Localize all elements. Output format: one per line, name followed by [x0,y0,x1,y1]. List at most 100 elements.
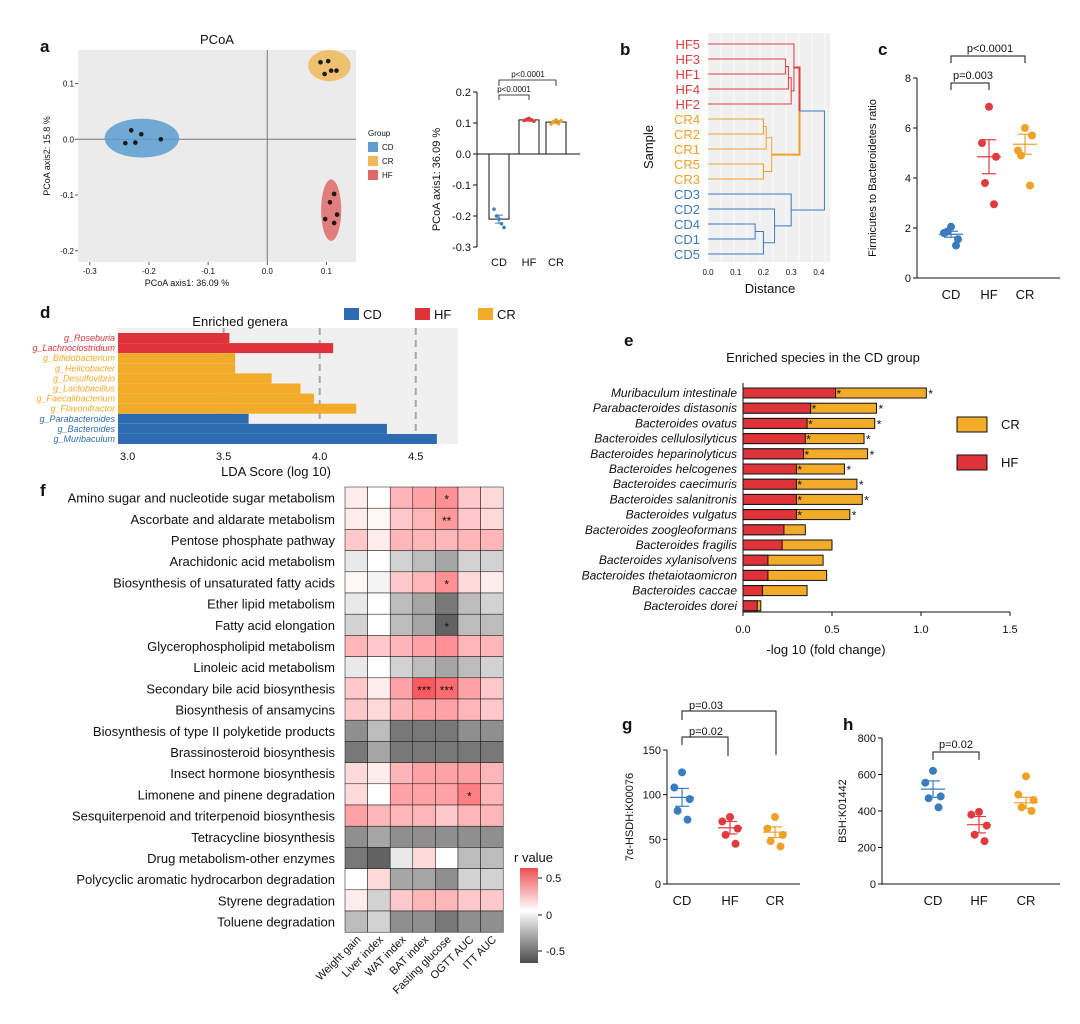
heatmap-cell [435,783,459,806]
heatmap-cell [344,550,368,573]
heatmap-row-label: Toluene degradation [217,915,335,930]
bar-a-x-tick-label: CD [491,257,507,269]
bsh-point-hf [980,837,989,846]
heatmap-cell [457,592,481,615]
ratio-y-tick-label: 6 [905,123,911,135]
heatmap-cell [367,868,391,891]
bar-a-pvalue: p<0.0001 [511,70,545,79]
heatmap-cell [480,656,504,679]
hsdh-y-axis-label: 7α-HSDH:K00076 [624,773,636,861]
lda-x-axis-label: LDA Score (log 10) [221,464,331,479]
species-bar-hf [742,402,812,414]
heatmap-cell [367,550,391,573]
heatmap-legend-tick-label: 0.5 [546,873,561,885]
heatmap-cell [457,698,481,721]
pcoa-point-hf [331,191,337,197]
heatmap-cell [480,783,504,806]
species-bar-hf [742,463,797,475]
species-hf-star: * [837,387,842,401]
heatmap-cell [344,677,368,700]
bsh-point-hf [967,810,976,819]
lda-bar-cd [118,423,387,434]
heatmap-cell [389,719,414,742]
bsh-point-cr [1029,796,1038,805]
heatmap-cell [435,741,459,763]
heatmap-cell [480,677,504,700]
heatmap-row-label: Biosynthesis of ansamycins [175,703,335,718]
species-label: Bacteroides heparinolyticus [590,447,737,461]
species-legend-label: HF [1001,455,1018,470]
hsdh-point-hf [731,839,740,848]
lda-bar-cr [118,383,301,394]
heatmap-cell [480,889,504,912]
heatmap-row-label: Styrene degradation [218,893,335,908]
heatmap-row-label: Tetracycline biosynthesis [191,830,335,845]
heatmap-cell [389,783,414,806]
pcoa-x-tick-label: -0.2 [142,267,156,276]
dendro-leaf-label: CD1 [674,232,700,247]
heatmap-cell [389,592,414,615]
bsh-y-tick-label: 0 [870,879,876,891]
dendro-x-axis-label: Distance [745,281,796,296]
hsdh-sig-bracket [681,736,729,756]
pcoa-x-tick-label: 0.1 [321,267,333,276]
lda-bar-cd [118,434,437,444]
panel-label: e [624,331,633,350]
lda-genus-label: g_Lactobacillus [53,384,116,394]
hsdh-point-cr [763,824,772,833]
heatmap-cell [389,762,414,785]
heatmap-cell [389,889,414,912]
lda-bar-cd [118,413,249,424]
species-cr-star: * [877,417,882,431]
heatmap-cell [457,529,481,551]
dendro-leaf-label: CD4 [674,217,700,232]
heatmap-cell [367,656,391,679]
heatmap-cell [457,550,481,573]
heatmap-cell [367,804,391,827]
bar-a-y-tick-label: 0.2 [456,87,471,99]
heatmap-row-label: Arachidonic acid metabolism [170,554,335,569]
heatmap-cell [412,507,436,530]
bar-a-x-tick-label: HF [522,257,537,269]
lda-x-tick-label: 4.0 [312,451,327,463]
heatmap-cell [344,698,368,721]
species-hf-star: * [797,478,802,492]
pcoa-point-hf [331,220,337,226]
bar-a-sig-bracket [498,94,530,100]
heatmap-cell [457,635,481,657]
pcoa-legend-swatch-cd [368,142,378,152]
species-bar-hf [742,509,797,521]
heatmap-cell [457,762,481,785]
species-cr-star: * [846,463,851,477]
species-label: Bacteroides xylanisolvens [599,553,737,567]
pcoa-point-cd [158,136,164,142]
heatmap-cell [389,677,414,700]
heatmap-cell [435,804,459,827]
lda-x-tick-label: 3.0 [120,451,135,463]
species-hf-star: * [812,402,817,416]
heatmap-cell [412,847,436,869]
lda-x-tick-label: 3.5 [216,451,231,463]
hsdh-x-tick-label: CD [673,893,692,908]
heatmap-cell [480,635,504,657]
species-legend-swatch-hf [956,454,988,471]
heatmap-cell [480,613,504,636]
heatmap-cell [480,910,504,933]
heatmap-row-label: Ether lipid metabolism [207,597,335,612]
dendro-branch [708,126,767,150]
species-label: Bacteroides vulgatus [626,508,737,522]
panel-label: f [40,481,46,500]
bsh-point-hf [970,830,979,839]
heatmap-cell [389,847,414,869]
bar-a-bar-cd [488,153,510,220]
bsh-point-cr [1017,803,1026,812]
pcoa-x-tick-label: -0.1 [201,267,215,276]
ratio-pvalue: p=0.003 [953,70,993,82]
heatmap-star: ** [442,514,452,528]
bsh-point-hf [975,807,983,816]
heatmap-cell [457,656,481,679]
heatmap-cell [435,847,459,869]
lda-legend-label: CR [497,307,516,322]
ratio-y-tick-label: 2 [905,223,911,235]
